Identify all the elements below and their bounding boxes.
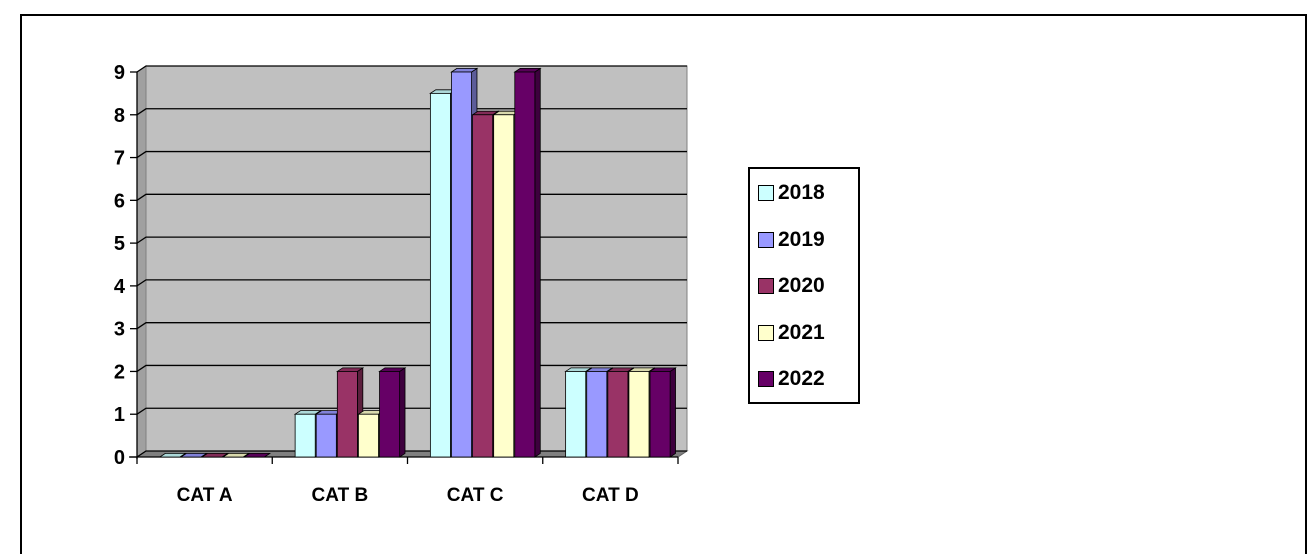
bar-top-face [158,452,187,458]
bar-top-face [200,452,229,458]
bar-top-face [179,452,208,458]
x-category-label: CAT B [312,485,369,506]
legend-item-2018: 2018 [758,179,825,207]
legend-swatch [758,231,774,248]
legend-item-2021: 2021 [758,319,825,347]
bar-top-face [221,452,250,458]
bar-2018-cat-a [158,452,187,458]
legend-label: 2019 [778,227,825,251]
legend-swatch [758,371,774,387]
bar-front-face [493,114,515,458]
y-tick-label: 9 [114,62,125,84]
legend-swatch [758,324,774,341]
bar-side-face [669,367,676,458]
plot-side-wall [136,65,147,458]
x-category-label: CAT D [582,485,639,506]
y-tick-label: 3 [114,319,125,341]
y-tick-label: 6 [114,190,125,212]
legend-swatch [758,185,774,201]
legend-swatch [758,278,774,294]
legend-item-2022: 2022 [758,365,825,393]
legend-label: 2018 [778,181,825,204]
gridline [136,65,687,73]
legend-item-2019: 2019 [758,226,825,254]
bar-front-face [649,371,671,458]
legend-label: 2021 [778,320,825,344]
bar-2022-cat-c [513,67,542,458]
legend-item-2020: 2020 [758,272,825,300]
bar-side-face [534,67,541,458]
gridline [136,108,687,116]
bar-2019-cat-a [179,452,208,458]
bar-front-face [315,413,337,458]
x-category-label: CAT C [447,485,504,506]
legend-label: 2020 [778,274,825,297]
y-tick-label: 1 [114,404,125,426]
y-tick-label: 8 [114,105,125,127]
y-tick-label: 2 [114,361,125,383]
bar-side-face [399,367,406,458]
bar-front-face [358,413,379,458]
bar-front-face [514,71,536,458]
y-tick-label: 0 [114,447,125,469]
bar-front-face [586,371,608,458]
bar-front-face [429,92,451,458]
x-category-label: CAT A [177,485,233,506]
bar-front-face [451,71,472,458]
bar-front-face [607,371,629,458]
legend-label: 2022 [778,367,825,390]
chart-legend: 2018 2019 2020 2021 2022 [748,167,860,404]
y-tick-label: 4 [114,276,126,298]
bar-2022-cat-b [378,367,407,458]
bar-front-face [628,371,650,458]
bar-front-face [565,371,587,458]
y-tick-label: 5 [114,233,125,255]
bar-2022-cat-d [648,367,677,458]
bar-front-face [379,371,401,458]
bar-front-face [294,413,316,458]
y-tick-label: 7 [114,148,125,170]
bar-2021-cat-a [221,452,250,458]
bar-front-face [336,371,358,458]
bar-2022-cat-a [242,452,272,458]
bar-top-face [242,452,272,458]
bar-2020-cat-a [200,452,229,458]
bar-front-face [472,114,494,458]
